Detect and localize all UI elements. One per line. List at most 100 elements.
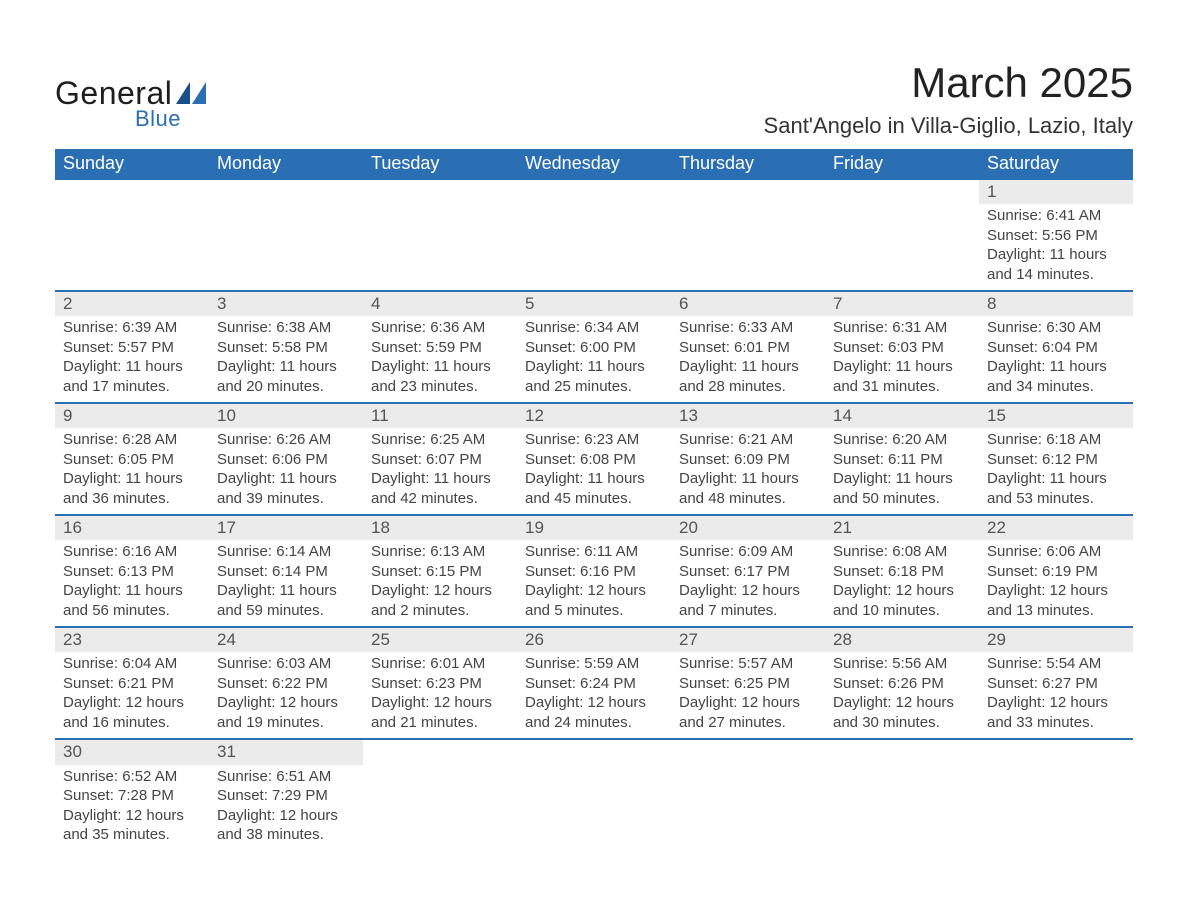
day-number: 22	[979, 516, 1133, 540]
day-details: Sunrise: 6:09 AMSunset: 6:17 PMDaylight:…	[679, 542, 817, 620]
detail-line: and 56 minutes.	[63, 601, 201, 621]
calendar-day-cell: 24Sunrise: 6:03 AMSunset: 6:22 PMDayligh…	[209, 627, 363, 739]
day-number: 25	[363, 628, 517, 652]
calendar-day-cell: 2Sunrise: 6:39 AMSunset: 5:57 PMDaylight…	[55, 291, 209, 403]
detail-line: and 30 minutes.	[833, 713, 971, 733]
detail-line: Sunset: 6:17 PM	[679, 562, 817, 582]
detail-line: Daylight: 12 hours	[987, 581, 1125, 601]
detail-line: and 33 minutes.	[987, 713, 1125, 733]
calendar-day-cell: 23Sunrise: 6:04 AMSunset: 6:21 PMDayligh…	[55, 627, 209, 739]
calendar-day-cell: 31Sunrise: 6:51 AMSunset: 7:29 PMDayligh…	[209, 739, 363, 850]
detail-line: and 50 minutes.	[833, 489, 971, 509]
day-details: Sunrise: 6:31 AMSunset: 6:03 PMDaylight:…	[833, 318, 971, 396]
calendar-day-cell: 16Sunrise: 6:16 AMSunset: 6:13 PMDayligh…	[55, 515, 209, 627]
detail-line: and 39 minutes.	[217, 489, 355, 509]
detail-line: and 7 minutes.	[679, 601, 817, 621]
detail-line: and 23 minutes.	[371, 377, 509, 397]
detail-line: and 5 minutes.	[525, 601, 663, 621]
weekday-header-row: Sunday Monday Tuesday Wednesday Thursday…	[55, 149, 1133, 179]
detail-line: Sunrise: 6:21 AM	[679, 430, 817, 450]
day-number: 29	[979, 628, 1133, 652]
detail-line: Daylight: 12 hours	[371, 693, 509, 713]
detail-line: Daylight: 12 hours	[833, 693, 971, 713]
calendar-week-row: 2Sunrise: 6:39 AMSunset: 5:57 PMDaylight…	[55, 291, 1133, 403]
calendar-day-cell: 27Sunrise: 5:57 AMSunset: 6:25 PMDayligh…	[671, 627, 825, 739]
detail-line: and 20 minutes.	[217, 377, 355, 397]
day-details: Sunrise: 6:11 AMSunset: 6:16 PMDaylight:…	[525, 542, 663, 620]
location: Sant'Angelo in Villa-Giglio, Lazio, Ital…	[764, 113, 1133, 139]
day-details: Sunrise: 5:59 AMSunset: 6:24 PMDaylight:…	[525, 654, 663, 732]
day-details: Sunrise: 6:33 AMSunset: 6:01 PMDaylight:…	[679, 318, 817, 396]
detail-line: Sunset: 6:07 PM	[371, 450, 509, 470]
detail-line: and 21 minutes.	[371, 713, 509, 733]
calendar-day-cell: 30Sunrise: 6:52 AMSunset: 7:28 PMDayligh…	[55, 739, 209, 850]
detail-line: Sunrise: 6:04 AM	[63, 654, 201, 674]
day-details: Sunrise: 6:14 AMSunset: 6:14 PMDaylight:…	[217, 542, 355, 620]
detail-line: and 2 minutes.	[371, 601, 509, 621]
day-details: Sunrise: 6:39 AMSunset: 5:57 PMDaylight:…	[63, 318, 201, 396]
weekday-header: Friday	[825, 149, 979, 179]
day-number: 5	[517, 292, 671, 316]
calendar-day-cell	[55, 179, 209, 291]
detail-line: Sunset: 6:06 PM	[217, 450, 355, 470]
day-number: 8	[979, 292, 1133, 316]
day-number: 24	[209, 628, 363, 652]
detail-line: Sunset: 6:19 PM	[987, 562, 1125, 582]
calendar-week-row: 16Sunrise: 6:16 AMSunset: 6:13 PMDayligh…	[55, 515, 1133, 627]
day-details: Sunrise: 6:21 AMSunset: 6:09 PMDaylight:…	[679, 430, 817, 508]
detail-line: Sunrise: 6:51 AM	[217, 767, 355, 787]
detail-line: Sunrise: 6:25 AM	[371, 430, 509, 450]
day-details: Sunrise: 6:16 AMSunset: 6:13 PMDaylight:…	[63, 542, 201, 620]
detail-line: Sunset: 6:00 PM	[525, 338, 663, 358]
calendar-day-cell: 28Sunrise: 5:56 AMSunset: 6:26 PMDayligh…	[825, 627, 979, 739]
detail-line: Daylight: 11 hours	[833, 357, 971, 377]
detail-line: Sunrise: 6:38 AM	[217, 318, 355, 338]
day-details: Sunrise: 6:51 AMSunset: 7:29 PMDaylight:…	[217, 767, 355, 845]
day-number: 1	[979, 180, 1133, 204]
day-details: Sunrise: 6:34 AMSunset: 6:00 PMDaylight:…	[525, 318, 663, 396]
calendar-day-cell: 4Sunrise: 6:36 AMSunset: 5:59 PMDaylight…	[363, 291, 517, 403]
detail-line: Daylight: 11 hours	[371, 469, 509, 489]
detail-line: Daylight: 11 hours	[679, 469, 817, 489]
calendar-day-cell	[825, 739, 979, 850]
detail-line: Sunrise: 6:31 AM	[833, 318, 971, 338]
calendar-day-cell: 6Sunrise: 6:33 AMSunset: 6:01 PMDaylight…	[671, 291, 825, 403]
day-details: Sunrise: 6:38 AMSunset: 5:58 PMDaylight:…	[217, 318, 355, 396]
detail-line: and 35 minutes.	[63, 825, 201, 845]
detail-line: Daylight: 11 hours	[217, 469, 355, 489]
day-number: 9	[55, 404, 209, 428]
calendar-table: Sunday Monday Tuesday Wednesday Thursday…	[55, 149, 1133, 851]
detail-line: Daylight: 11 hours	[525, 469, 663, 489]
detail-line: and 16 minutes.	[63, 713, 201, 733]
detail-line: Sunrise: 6:03 AM	[217, 654, 355, 674]
calendar-day-cell: 26Sunrise: 5:59 AMSunset: 6:24 PMDayligh…	[517, 627, 671, 739]
calendar-day-cell: 29Sunrise: 5:54 AMSunset: 6:27 PMDayligh…	[979, 627, 1133, 739]
detail-line: and 38 minutes.	[217, 825, 355, 845]
weekday-header: Sunday	[55, 149, 209, 179]
calendar-day-cell: 13Sunrise: 6:21 AMSunset: 6:09 PMDayligh…	[671, 403, 825, 515]
detail-line: Daylight: 11 hours	[679, 357, 817, 377]
day-number: 26	[517, 628, 671, 652]
detail-line: Daylight: 12 hours	[679, 693, 817, 713]
calendar-week-row: 1Sunrise: 6:41 AMSunset: 5:56 PMDaylight…	[55, 179, 1133, 291]
detail-line: Daylight: 12 hours	[525, 581, 663, 601]
detail-line: and 48 minutes.	[679, 489, 817, 509]
calendar-day-cell: 15Sunrise: 6:18 AMSunset: 6:12 PMDayligh…	[979, 403, 1133, 515]
detail-line: Sunset: 6:09 PM	[679, 450, 817, 470]
weekday-header: Wednesday	[517, 149, 671, 179]
day-number: 7	[825, 292, 979, 316]
detail-line: Sunset: 6:12 PM	[987, 450, 1125, 470]
detail-line: Sunset: 5:57 PM	[63, 338, 201, 358]
calendar-day-cell	[671, 179, 825, 291]
detail-line: and 59 minutes.	[217, 601, 355, 621]
calendar-day-cell	[825, 179, 979, 291]
calendar-day-cell: 22Sunrise: 6:06 AMSunset: 6:19 PMDayligh…	[979, 515, 1133, 627]
day-number: 12	[517, 404, 671, 428]
detail-line: Sunrise: 6:08 AM	[833, 542, 971, 562]
calendar-day-cell: 14Sunrise: 6:20 AMSunset: 6:11 PMDayligh…	[825, 403, 979, 515]
detail-line: Daylight: 11 hours	[987, 469, 1125, 489]
detail-line: Daylight: 11 hours	[217, 357, 355, 377]
calendar-day-cell	[517, 739, 671, 850]
day-number: 20	[671, 516, 825, 540]
day-details: Sunrise: 6:25 AMSunset: 6:07 PMDaylight:…	[371, 430, 509, 508]
